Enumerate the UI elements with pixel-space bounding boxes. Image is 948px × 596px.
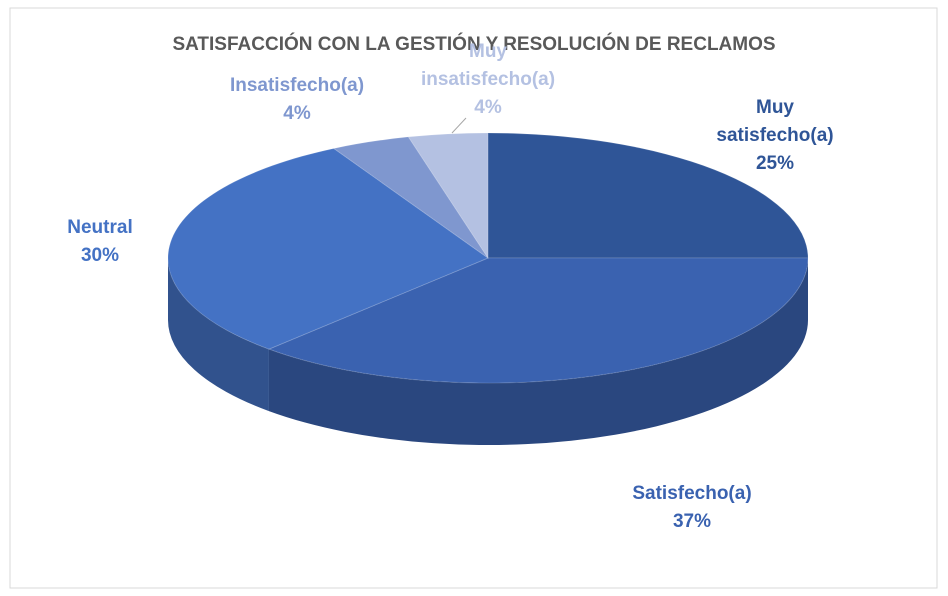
leader-line: [451, 117, 467, 134]
data-label: Muy insatisfecho(a) 4%: [413, 38, 563, 122]
category-label: Muy insatisfecho(a): [420, 41, 556, 90]
category-label: Satisfecho(a): [632, 483, 752, 504]
data-label: Insatisfecho(a) 4%: [207, 72, 387, 128]
data-label: Neutral 30%: [10, 214, 190, 270]
slice: [332, 136, 489, 259]
slice-side: [268, 258, 808, 445]
slice-side: [168, 258, 269, 412]
value-label: 4%: [283, 103, 311, 124]
category-label: Insatisfecho(a): [229, 75, 365, 96]
data-label: Satisfecho(a) 37%: [602, 480, 782, 536]
slice: [407, 132, 489, 260]
slice: [267, 257, 809, 384]
category-label: Muy satisfecho(a): [716, 97, 834, 146]
value-label: 30%: [80, 245, 120, 266]
chart-title: SATISFACCIÓN CON LA GESTIÓN Y RESOLUCIÓN…: [172, 34, 776, 55]
value-label: 37%: [672, 511, 712, 532]
value-label: 25%: [755, 153, 795, 174]
data-label: Muy satisfecho(a) 25%: [705, 94, 845, 178]
category-label: Neutral: [67, 217, 133, 238]
slice: [487, 132, 809, 259]
value-label: 4%: [474, 97, 502, 118]
slice: [167, 147, 490, 350]
